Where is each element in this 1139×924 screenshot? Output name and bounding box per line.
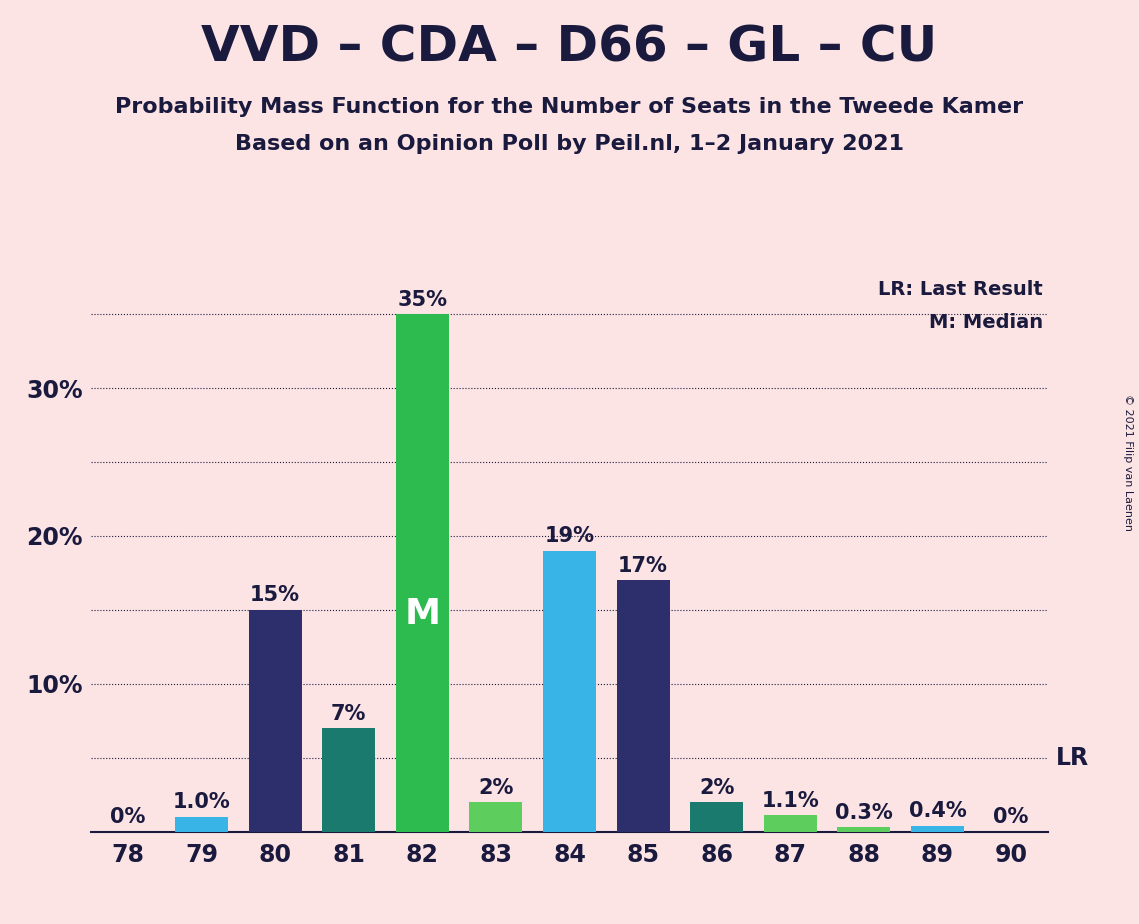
Text: Probability Mass Function for the Number of Seats in the Tweede Kamer: Probability Mass Function for the Number…	[115, 97, 1024, 117]
Text: M: M	[404, 597, 441, 631]
Bar	[543, 551, 596, 832]
Text: M: Median: M: Median	[929, 313, 1043, 333]
Text: 17%: 17%	[618, 556, 669, 576]
Text: 0%: 0%	[110, 808, 146, 827]
Bar	[469, 802, 523, 832]
Text: VVD – CDA – D66 – GL – CU: VVD – CDA – D66 – GL – CU	[202, 23, 937, 71]
Bar	[690, 802, 743, 832]
Bar	[911, 826, 964, 832]
Text: 2%: 2%	[478, 778, 514, 797]
Text: 1.0%: 1.0%	[173, 793, 230, 812]
Text: 0.3%: 0.3%	[835, 803, 893, 822]
Text: LR: LR	[1056, 746, 1089, 770]
Text: 35%: 35%	[398, 290, 448, 310]
Bar	[396, 314, 449, 832]
Bar	[837, 827, 891, 832]
Bar	[764, 815, 817, 832]
Text: 19%: 19%	[544, 527, 595, 546]
Text: 7%: 7%	[331, 704, 367, 723]
Bar	[175, 817, 228, 832]
Text: 15%: 15%	[251, 586, 300, 605]
Text: © 2021 Filip van Laenen: © 2021 Filip van Laenen	[1123, 394, 1133, 530]
Text: 2%: 2%	[699, 778, 735, 797]
Bar	[248, 610, 302, 832]
Bar	[616, 580, 670, 832]
Bar	[322, 728, 375, 832]
Text: LR: Last Result: LR: Last Result	[878, 280, 1043, 299]
Text: 0%: 0%	[993, 808, 1029, 827]
Text: Based on an Opinion Poll by Peil.nl, 1–2 January 2021: Based on an Opinion Poll by Peil.nl, 1–2…	[235, 134, 904, 154]
Text: 1.1%: 1.1%	[761, 791, 819, 811]
Text: 0.4%: 0.4%	[909, 801, 966, 821]
